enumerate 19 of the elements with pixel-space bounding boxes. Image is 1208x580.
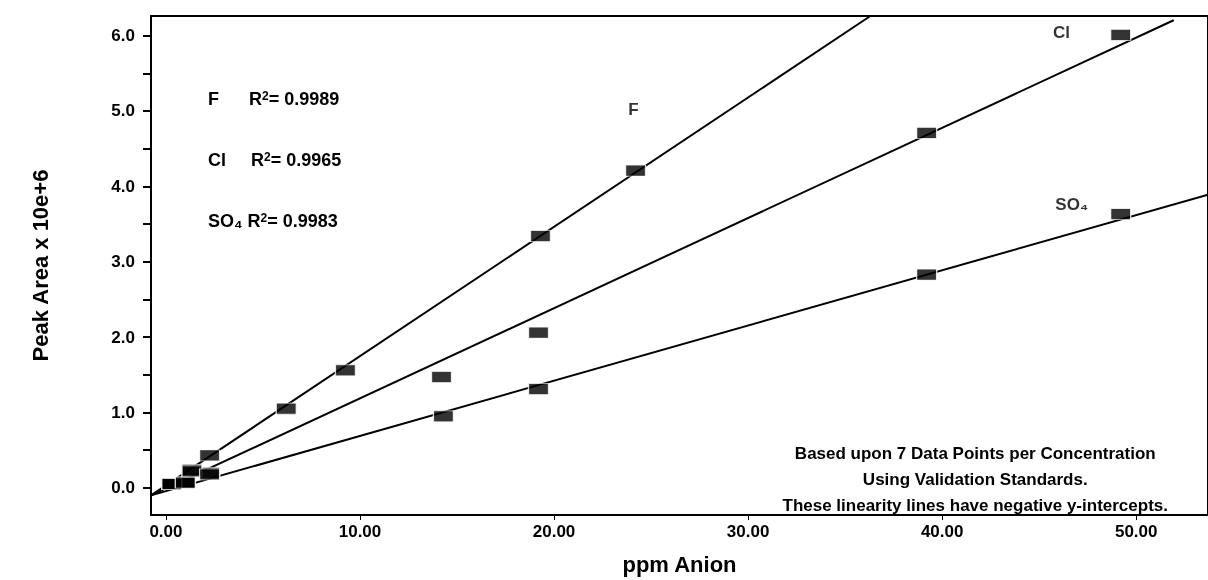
text: Cl — [1053, 23, 1070, 43]
y-tick-label: 1.0 — [111, 402, 135, 422]
y-tick-label: 0.0 — [111, 478, 135, 498]
x-tick-label: 0.00 — [149, 522, 183, 541]
x-tick-label: 40.00 — [920, 522, 964, 541]
x-axis-title: ppm Anion — [622, 551, 737, 577]
annotation: Based upon 7 Data Points per Concentration Using Validation Standards. These linearity lines have negative y-intercepts. — [782, 443, 1169, 515]
y-tick-label: 3.0 — [111, 252, 135, 272]
x-tick-label: 20.00 — [532, 522, 576, 541]
y-tick-label: 6.0 — [111, 26, 135, 46]
y-axis-title: Peak Area x 10e+6 — [27, 169, 53, 362]
y-tick-label: 2.0 — [111, 327, 135, 347]
x-tick-label: 10.00 — [338, 522, 382, 541]
y-tick-label: 5.0 — [111, 101, 135, 121]
series-label: SO₄ — [1055, 194, 1088, 214]
x-tick-label: 30.00 — [726, 522, 770, 541]
text: F — [628, 99, 639, 119]
x-tick-label: 50.00 — [1114, 522, 1158, 541]
y-tick-label: 4.0 — [111, 176, 135, 196]
